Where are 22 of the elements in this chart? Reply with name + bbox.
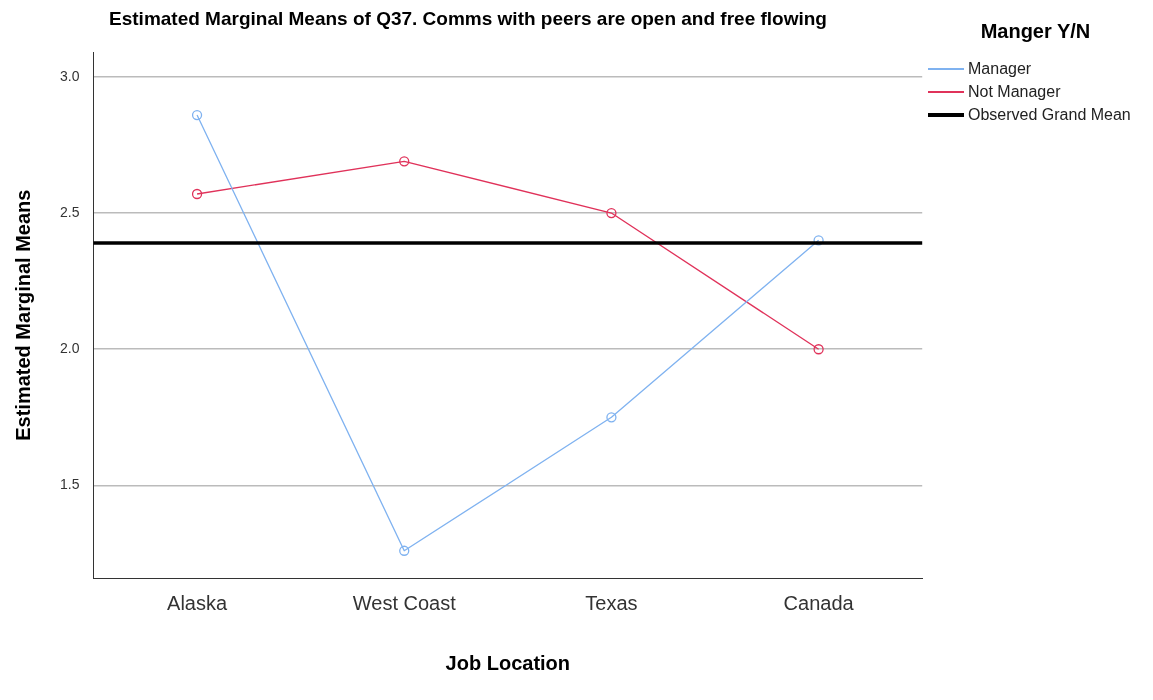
point bbox=[399, 156, 410, 167]
y-tick-label: 2.5 bbox=[59, 203, 80, 220]
x-tick-label: West Coast bbox=[352, 591, 457, 614]
y-tick-label: 1.5 bbox=[59, 476, 80, 493]
legend-label: Manager bbox=[968, 59, 1032, 78]
point bbox=[191, 109, 203, 121]
chart-title: Estimated Marginal Means of Q37. Comms with peers are open and free flowing bbox=[108, 8, 828, 30]
point bbox=[813, 344, 824, 355]
y-tick-label: 2.0 bbox=[59, 340, 80, 357]
point bbox=[606, 207, 617, 219]
x-tick-label: Canada bbox=[783, 591, 855, 614]
legend-label: Not Manager bbox=[968, 82, 1061, 101]
x-axis-title: Job Location bbox=[445, 651, 571, 674]
legend-title: Manger Y/N bbox=[979, 20, 1092, 43]
x-tick-label: Alaska bbox=[167, 591, 228, 614]
y-tick-label: 3.0 bbox=[59, 67, 80, 84]
point bbox=[399, 545, 410, 556]
x-tick-label: Texas bbox=[585, 591, 638, 614]
legend-label: Observed Grand Mean bbox=[968, 105, 1131, 124]
point bbox=[191, 188, 203, 200]
y-axis-title: Estimated Marginal Means bbox=[11, 189, 34, 441]
point bbox=[606, 412, 617, 423]
